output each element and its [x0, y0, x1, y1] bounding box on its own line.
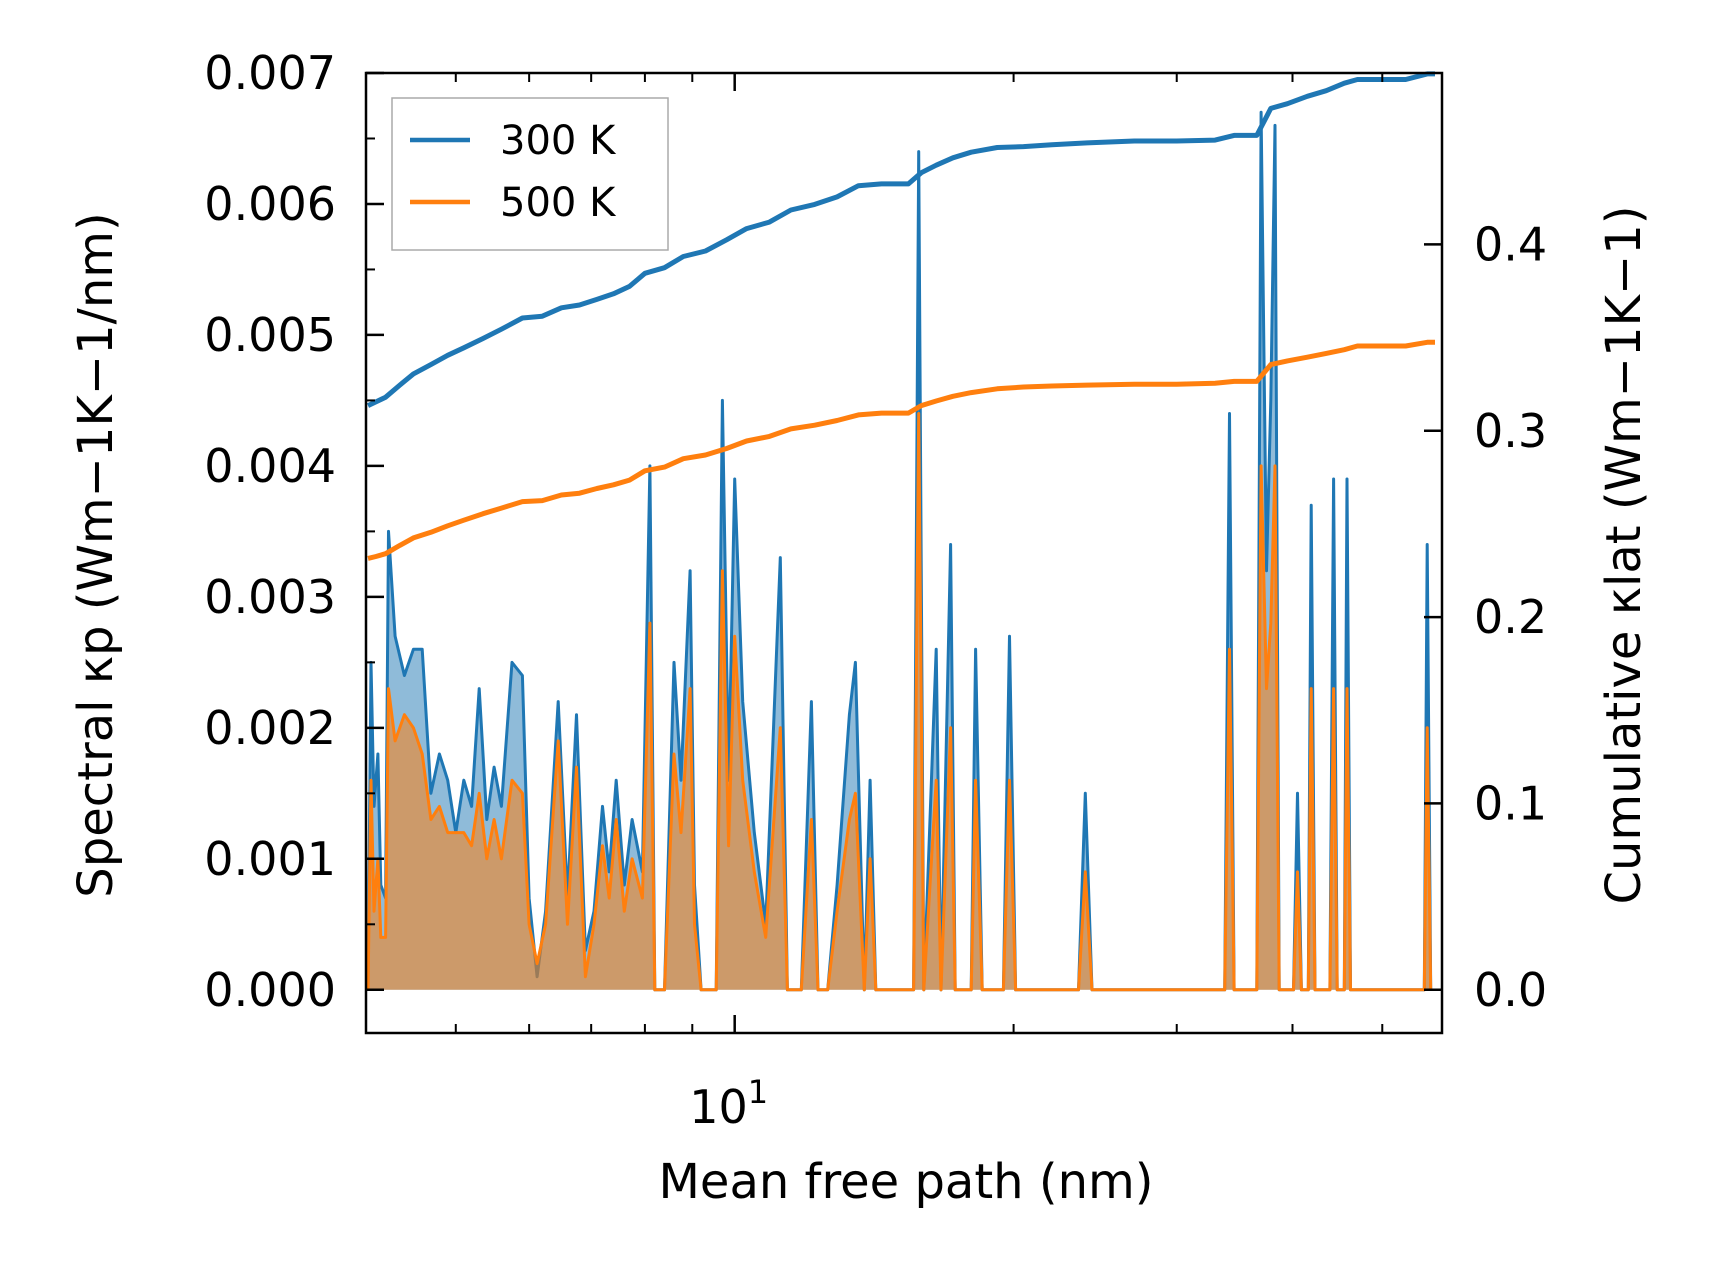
y-left-tick-label: 0.001	[204, 832, 336, 886]
y-left-tick-label: 0.005	[204, 308, 336, 362]
y-axis-left-label: Spectral κp (Wm−1K−1/nm)	[68, 212, 124, 897]
x-axis-label: Mean free path (nm)	[659, 1154, 1154, 1210]
legend: 300 K 500 K	[391, 97, 669, 251]
y-left-tick-label: 0.003	[204, 570, 336, 624]
legend-label-500k: 500 K	[500, 180, 617, 226]
cumulative-line-300k	[366, 71, 1435, 408]
legend-label-300k: 300 K	[500, 118, 617, 164]
y-left-tick-label: 0.002	[204, 701, 336, 755]
plot-frame	[364, 71, 1444, 1035]
plot-area	[366, 71, 1435, 992]
y-left-tick-label: 0.004	[204, 439, 336, 493]
y-axis-right-label: Cumulative κlat (Wm−1K−1)	[1596, 206, 1652, 905]
y-right-tick-label: 0.1	[1474, 776, 1547, 830]
spectral-fill-500k	[368, 413, 1431, 990]
y-left-tick-label: 0.000	[204, 963, 336, 1017]
y-right-tick-label: 0.4	[1474, 217, 1547, 271]
axes: 0.000 0.001 0.002 0.003 0.004 0.005 0.006 0.007…	[204, 46, 1547, 1134]
cumulative-line-500k	[367, 339, 1435, 561]
y-right-tick-label: 0.2	[1474, 590, 1547, 644]
y-right-tick-label: 0.3	[1474, 404, 1547, 458]
y-left-tick-label: 0.007	[204, 46, 336, 100]
legend-box	[391, 97, 669, 251]
y-left-tick-label: 0.006	[204, 177, 336, 231]
y-right-tick-label: 0.0	[1474, 963, 1547, 1017]
spectral-line-300k	[366, 110, 1433, 992]
x-major-tick-label: 101	[689, 1073, 768, 1134]
spectral-line-500k	[366, 412, 1433, 992]
